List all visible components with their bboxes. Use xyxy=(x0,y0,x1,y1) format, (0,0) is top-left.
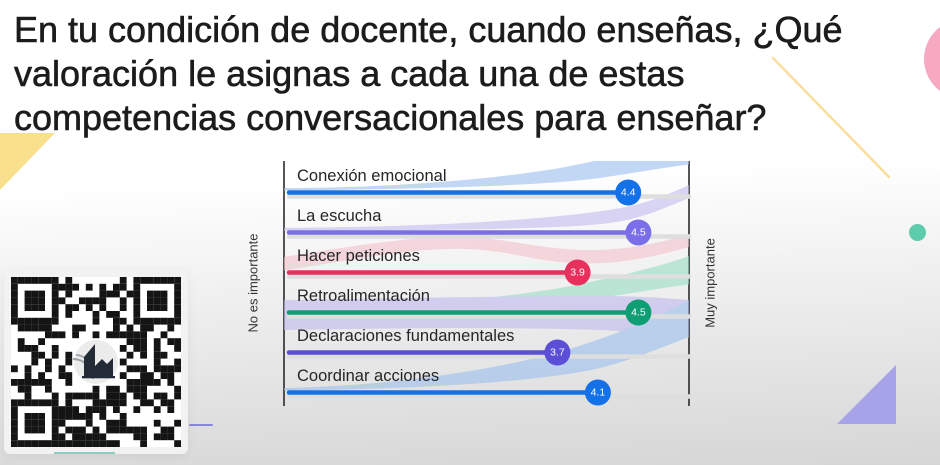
svg-text:4.1: 4.1 xyxy=(591,387,606,399)
